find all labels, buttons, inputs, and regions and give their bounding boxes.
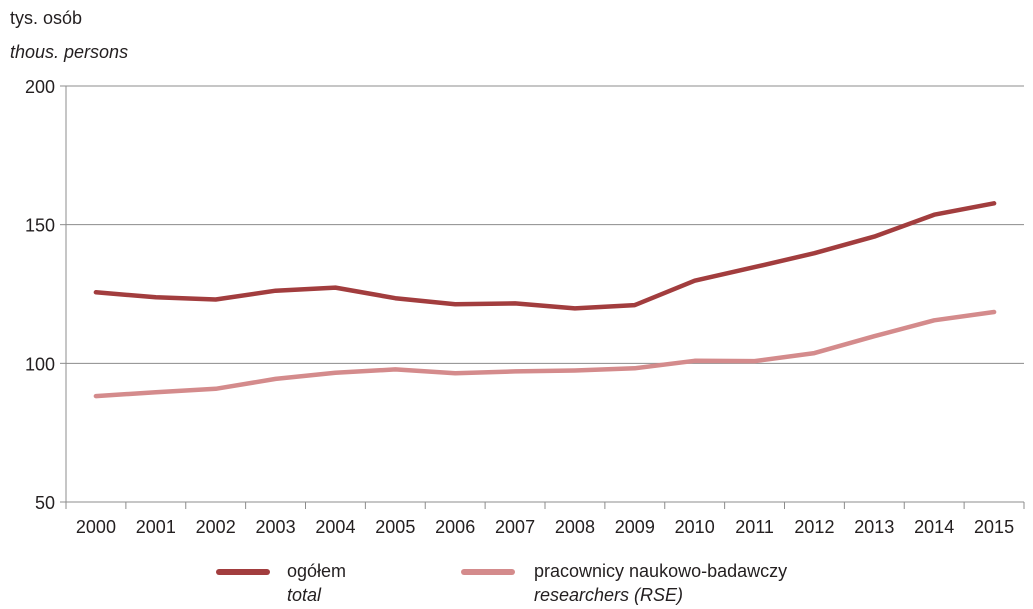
y-tick-label: 50 (35, 493, 55, 513)
x-tick-label: 2002 (196, 517, 236, 537)
x-tick-label: 2014 (914, 517, 954, 537)
y-tick-label: 100 (25, 354, 55, 374)
y-axis-unit-label-english: thous. persons (10, 42, 129, 62)
x-tick-label: 2001 (136, 517, 176, 537)
legend-swatch-total (216, 569, 270, 575)
x-tick-label: 2012 (794, 517, 834, 537)
y-axis-unit-label: tys. osób (10, 8, 83, 28)
legend-swatch-researchers (461, 569, 515, 575)
x-tick-label: 2015 (974, 517, 1014, 537)
x-tick-label: 2000 (76, 517, 116, 537)
x-tick-label: 2013 (854, 517, 894, 537)
x-tick-label: 2009 (615, 517, 655, 537)
legend-label-total-pl: ogółem (287, 561, 347, 581)
legend-label-total: ogółem total (287, 559, 346, 607)
y-tick-label: 150 (25, 216, 55, 236)
legend-label-researchers-en: researchers (RSE) (534, 585, 684, 605)
legend-label-researchers-pl: pracownicy naukowo-badawczy (534, 561, 788, 581)
x-tick-label: 2010 (675, 517, 715, 537)
y-tick-label: 200 (25, 77, 55, 97)
x-tick-label: 2011 (735, 517, 774, 537)
x-tick-label: 2004 (315, 517, 355, 537)
x-tick-label: 2006 (435, 517, 475, 537)
legend-label-total-en: total (287, 585, 322, 605)
series-line-total (93, 201, 997, 311)
x-tick-label: 2007 (495, 517, 535, 537)
x-tick-label: 2003 (256, 517, 296, 537)
legend-label-researchers: pracownicy naukowo-badawczy researchers … (534, 559, 787, 607)
series-line-researchers (93, 309, 997, 399)
x-tick-label: 2008 (555, 517, 595, 537)
x-tick-label: 2005 (375, 517, 415, 537)
